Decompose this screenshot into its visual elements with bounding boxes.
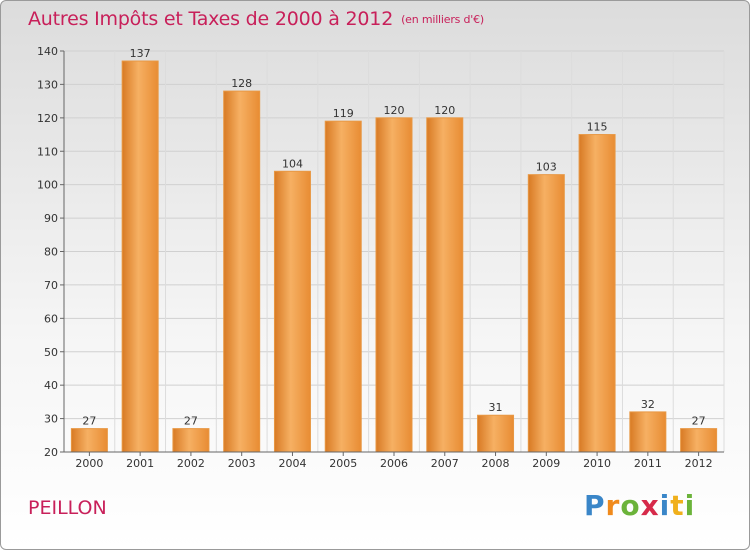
y-tick-label: 30 xyxy=(44,413,58,426)
commune-name: PEILLON xyxy=(28,497,107,519)
bar-2011[interactable] xyxy=(629,411,667,453)
y-tick-label: 100 xyxy=(37,179,58,192)
bar-value-label: 120 xyxy=(384,104,405,117)
bar-value-label: 27 xyxy=(692,415,706,428)
bar-value-label: 137 xyxy=(130,47,151,60)
bar-2001[interactable] xyxy=(121,60,159,453)
bar-2010[interactable] xyxy=(578,134,616,453)
y-tick-label: 70 xyxy=(44,279,58,292)
x-tick-label: 2005 xyxy=(329,457,357,470)
y-tick-label: 20 xyxy=(44,446,58,459)
bar-value-label: 115 xyxy=(587,121,608,134)
bar-value-label: 32 xyxy=(641,398,655,411)
bar-value-label: 31 xyxy=(489,401,503,414)
x-tick-label: 2001 xyxy=(126,457,154,470)
bar-value-label: 120 xyxy=(434,104,455,117)
bar-2000[interactable] xyxy=(70,428,108,453)
bars: 27 137 27 128 104 119 120 120 31 103 115 32 27 xyxy=(70,47,718,453)
x-tick-label: 2002 xyxy=(177,457,205,470)
x-tick-label: 2006 xyxy=(380,457,408,470)
chart-title-text: Autres Impôts et Taxes de 2000 à 2012 xyxy=(28,8,394,30)
y-tick-label: 130 xyxy=(37,78,58,91)
y-tick-label: 60 xyxy=(44,312,58,325)
bar-2009[interactable] xyxy=(527,174,565,453)
chart-title: Autres Impôts et Taxes de 2000 à 2012 (en… xyxy=(28,8,484,30)
x-tick-label: 2003 xyxy=(228,457,256,470)
x-axis: 2000 2001 2002 2003 2004 2005 2006 2007 2008 2009… xyxy=(64,451,724,470)
bar-2006[interactable] xyxy=(375,117,413,453)
bar-2007[interactable] xyxy=(426,117,464,453)
y-tick-label: 110 xyxy=(37,145,58,158)
bar-2005[interactable] xyxy=(324,120,362,453)
y-tick-label: 40 xyxy=(44,379,58,392)
x-tick-label: 2008 xyxy=(482,457,510,470)
bar-2012[interactable] xyxy=(680,428,718,453)
y-tick-label: 90 xyxy=(44,212,58,225)
x-tick-label: 2011 xyxy=(634,457,662,470)
proxiti-logo[interactable]: Proxiti xyxy=(584,489,696,522)
y-tick-label: 120 xyxy=(37,112,58,125)
y-tick-label: 140 xyxy=(37,45,58,58)
bar-2008[interactable] xyxy=(477,414,515,453)
x-tick-label: 2010 xyxy=(583,457,611,470)
x-tick-label: 2012 xyxy=(685,457,713,470)
bar-2002[interactable] xyxy=(172,428,210,453)
y-tick-label: 50 xyxy=(44,346,58,359)
bar-value-label: 27 xyxy=(82,415,96,428)
y-tick-label: 80 xyxy=(44,246,58,259)
bar-value-label: 119 xyxy=(333,107,354,120)
bar-2004[interactable] xyxy=(273,170,311,453)
x-tick-label: 2009 xyxy=(532,457,560,470)
x-tick-label: 2007 xyxy=(431,457,459,470)
x-tick-label: 2004 xyxy=(278,457,306,470)
bar-value-label: 104 xyxy=(282,157,303,170)
x-tick-label: 2000 xyxy=(75,457,103,470)
bar-value-label: 128 xyxy=(231,77,252,90)
bar-2003[interactable] xyxy=(223,90,261,453)
chart-unit: (en milliers d'€) xyxy=(401,13,484,26)
bar-value-label: 27 xyxy=(184,415,198,428)
bar-value-label: 103 xyxy=(536,161,557,174)
y-axis: 20 30 40 50 60 70 80 90 100 110 120 130 140 xyxy=(37,45,65,459)
